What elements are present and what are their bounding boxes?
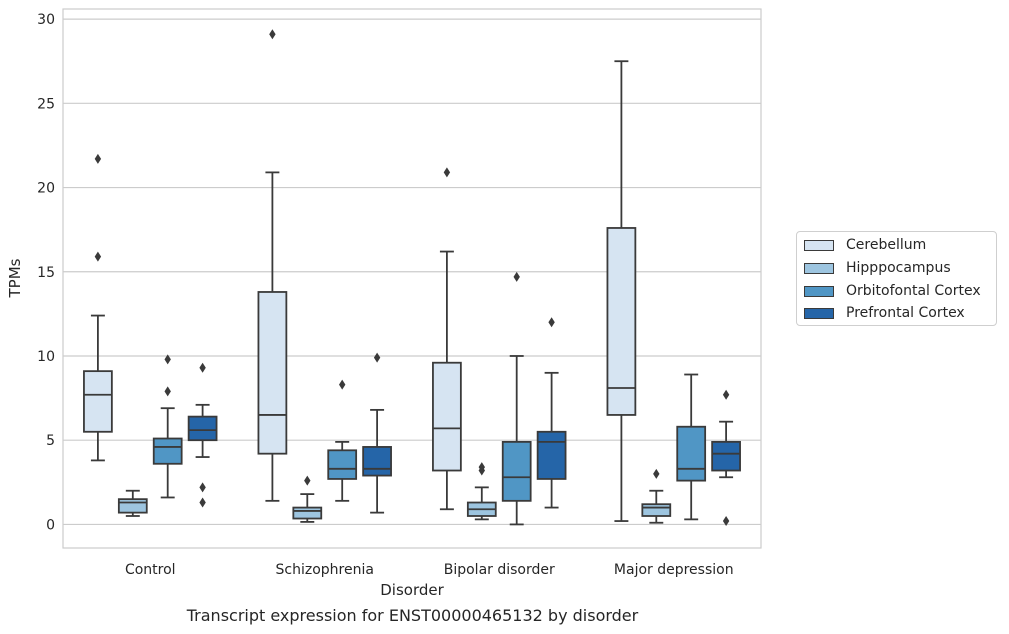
x-tick-labels: Control Schizophrenia Bipolar disorder Majo… (125, 562, 734, 578)
box-iqr (83, 370, 113, 433)
outlier-point (199, 362, 206, 373)
boxplot-box (83, 153, 113, 462)
boxplot-box (606, 60, 637, 522)
box-iqr (501, 440, 532, 502)
boxplot-box (641, 468, 672, 524)
legend-item-cerebellum: Cerebellum (804, 235, 926, 255)
boxplot-box (432, 167, 462, 511)
boxplot-box (117, 489, 148, 517)
legend-label-hippocampus: Hipppocampus (846, 260, 951, 276)
boxplot-box (711, 389, 741, 527)
outlier-point (478, 462, 485, 473)
y-tick-label: 10 (37, 349, 55, 365)
outlier-point (304, 475, 311, 486)
legend: Cerebellum Hipppocampus Orbitofontal Cor… (796, 231, 997, 326)
outlier-point (199, 497, 206, 508)
legend-swatch-cerebellum (804, 239, 834, 251)
legend-item-orbitofrontal: Orbitofontal Cortex (804, 281, 981, 301)
boxplot-box (257, 29, 288, 502)
outlier-point (199, 482, 206, 493)
x-tick-label: Schizophrenia (276, 562, 374, 578)
box-iqr (327, 449, 358, 480)
legend-swatch-orbitofrontal (804, 285, 834, 297)
legend-swatch-prefrontal (804, 307, 834, 319)
y-tick-label: 5 (46, 433, 55, 449)
outlier-point (513, 271, 520, 282)
plot-area-frame (62, 8, 762, 549)
legend-label-cerebellum: Cerebellum (846, 237, 927, 253)
boxplot-box (362, 352, 392, 514)
outlier-point (653, 468, 660, 479)
y-tick-label: 0 (46, 517, 55, 533)
x-axis-title: Disorder (380, 581, 444, 599)
boxplot-box (327, 379, 358, 502)
outlier-point (548, 317, 555, 328)
x-tick-label: Bipolar disorder (444, 562, 555, 578)
box-iqr (152, 437, 183, 465)
legend-item-hippocampus: Hipppocampus (804, 258, 951, 278)
outlier-point (164, 354, 171, 365)
outlier-point (373, 352, 381, 363)
boxplot-box (152, 354, 183, 499)
outlier-point (164, 386, 171, 397)
outlier-point (722, 389, 730, 400)
boxplot-box (676, 373, 707, 521)
box-iqr (641, 503, 672, 517)
legend-item-prefrontal: Prefrontal Cortex (804, 303, 965, 323)
chart-caption: Transcript expression for ENST0000046513… (186, 606, 639, 625)
box-iqr (606, 227, 637, 416)
boxplot-box (187, 362, 218, 508)
boxplot-box (536, 317, 567, 509)
legend-label-orbitofrontal: Orbitofontal Cortex (846, 283, 981, 299)
y-tick-label: 30 (37, 12, 55, 28)
box-layer (83, 29, 741, 527)
outlier-point (94, 153, 102, 164)
box-iqr (432, 361, 462, 472)
box-iqr (257, 291, 288, 455)
x-tick-label: Major depression (614, 562, 734, 578)
box-iqr (711, 440, 741, 472)
boxplot-box (501, 271, 532, 526)
outlier-point (722, 516, 730, 527)
outlier-point (339, 379, 346, 390)
boxplot-box (292, 475, 323, 523)
y-tick-label: 20 (37, 181, 55, 197)
outlier-point (269, 29, 276, 40)
legend-swatch-hippocampus (804, 262, 834, 274)
y-tick-label: 25 (37, 96, 55, 112)
box-iqr (536, 430, 567, 480)
box-iqr (187, 415, 218, 442)
x-tick-label: Control (125, 562, 176, 578)
box-iqr (117, 498, 148, 514)
y-axis-title: TPMs (6, 258, 24, 298)
box-iqr (362, 446, 392, 477)
y-tick-label: 15 (37, 265, 55, 281)
y-tick-labels: 0 5 10 15 20 25 30 (37, 12, 55, 533)
outlier-point (94, 251, 102, 262)
boxplot-box (466, 462, 497, 521)
outlier-point (443, 167, 451, 178)
legend-label-prefrontal: Prefrontal Cortex (846, 305, 965, 321)
box-iqr (676, 425, 707, 482)
box-iqr (292, 506, 323, 520)
